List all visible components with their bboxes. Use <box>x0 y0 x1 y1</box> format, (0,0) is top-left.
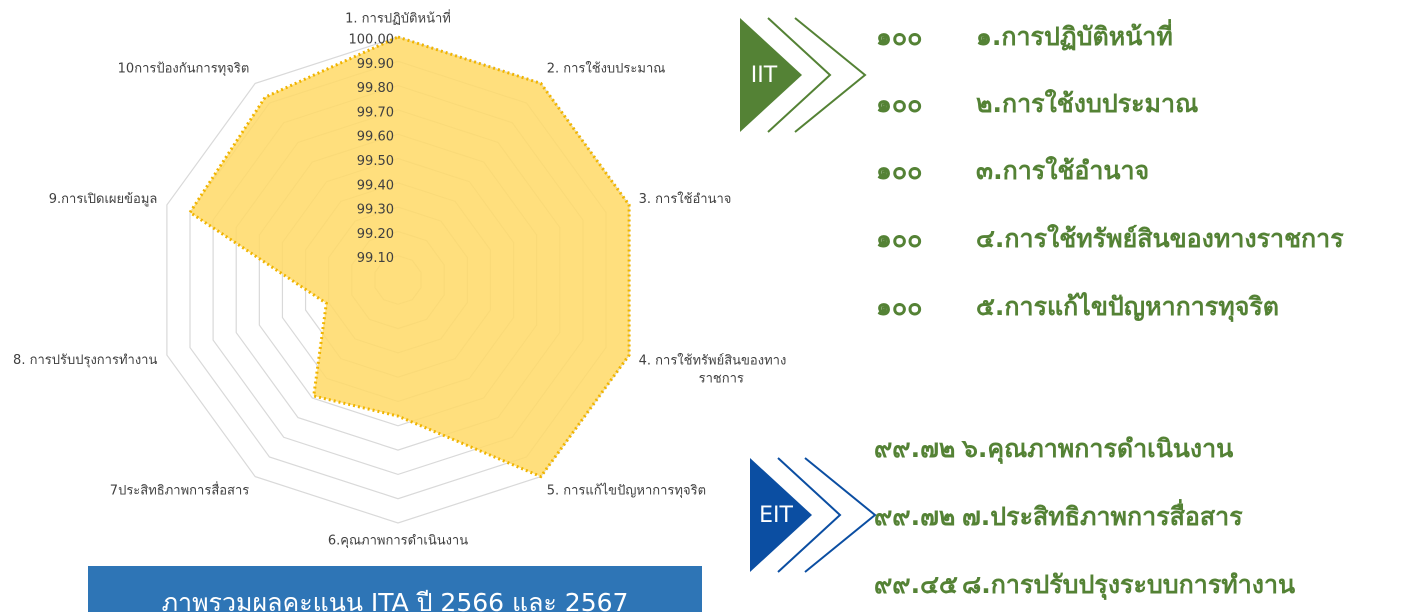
axis-label: 3. การใช้อำนาจ <box>639 191 732 207</box>
item-text: ๕.การแก้ไขปัญหาการทุจริต <box>976 291 1279 323</box>
axis-label: 1. การปฏิบัติหน้าที่ <box>345 10 451 27</box>
score: ๙๙.๗๒ <box>874 434 955 463</box>
y-tick-label: 99.30 <box>357 203 394 218</box>
y-tick-label: 99.40 <box>357 178 394 193</box>
item-text: ๒.การใช้งบประมาณ <box>976 88 1198 118</box>
score: ๑๐๐ <box>876 224 922 253</box>
axis-label-line: ราชการ <box>699 371 744 386</box>
score: ๑๐๐ <box>876 292 922 321</box>
axis-label: 6.คุณภาพการดำเนินงาน <box>328 534 468 549</box>
arrow <box>750 458 812 572</box>
axis-label: 4. การใช้ทรัพย์สินของทางราชการ <box>639 352 787 386</box>
chevron <box>777 457 842 573</box>
score: ๑๐๐ <box>876 22 922 51</box>
chevron <box>767 17 832 133</box>
iit-icon: IIT <box>740 17 867 133</box>
y-tick-label: 99.20 <box>357 227 394 242</box>
y-tick-label: 99.10 <box>357 251 394 266</box>
item-text: ๔.การใช้ทรัพย์สินของทางราชการ <box>976 223 1344 253</box>
banner-text: ภาพรวมผลคะแนน ITA ปี 2566 และ 2567 <box>162 588 629 612</box>
item-text: ๓.การใช้อำนาจ <box>976 155 1149 185</box>
y-tick-label: 100.00 <box>349 33 395 48</box>
item-text: ๘.การปรับปรุงระบบการทำงาน <box>962 570 1295 601</box>
axis-label: 10การป้องกันการทุจริต <box>118 61 250 76</box>
score: ๑๐๐ <box>876 89 922 118</box>
arrow <box>740 18 802 132</box>
score: ๑๐๐ <box>876 156 922 185</box>
y-tick-label: 99.80 <box>357 81 394 96</box>
y-tick-label: 99.60 <box>357 130 394 145</box>
axis-label: 8. การปรับปรุงการทำงาน <box>13 353 157 368</box>
radar-area <box>187 35 631 479</box>
item-text: ๖.คุณภาพการดำเนินงาน <box>961 434 1233 465</box>
y-tick-label: 99.70 <box>357 105 394 120</box>
axis-label: 7ประสิทธิภาพการสื่อสาร <box>110 482 249 499</box>
axis-label: 9.การเปิดเผยข้อมูล <box>49 192 158 207</box>
eit-label: EIT <box>759 503 793 528</box>
eit-icon: EIT <box>750 457 877 573</box>
iit-label: IIT <box>751 63 778 88</box>
chevron <box>794 17 867 133</box>
y-tick-label: 99.50 <box>357 154 394 169</box>
y-tick-label: 99.90 <box>357 57 394 72</box>
axis-label: 2. การใช้งบประมาณ <box>547 60 666 76</box>
score: ๙๙.๔๕ <box>874 570 958 599</box>
score: ๙๙.๗๒ <box>874 502 955 531</box>
chevron <box>804 457 877 573</box>
item-text: ๑.การปฏิบัติหน้าที่ <box>976 19 1173 51</box>
axis-label: 5. การแก้ไขปัญหาการทุจริต <box>547 483 706 499</box>
banner <box>88 566 702 612</box>
item-text: ๗.ประสิทธิภาพการสื่อสาร <box>962 499 1243 531</box>
axis-label-line: 4. การใช้ทรัพย์สินของทาง <box>639 352 787 368</box>
